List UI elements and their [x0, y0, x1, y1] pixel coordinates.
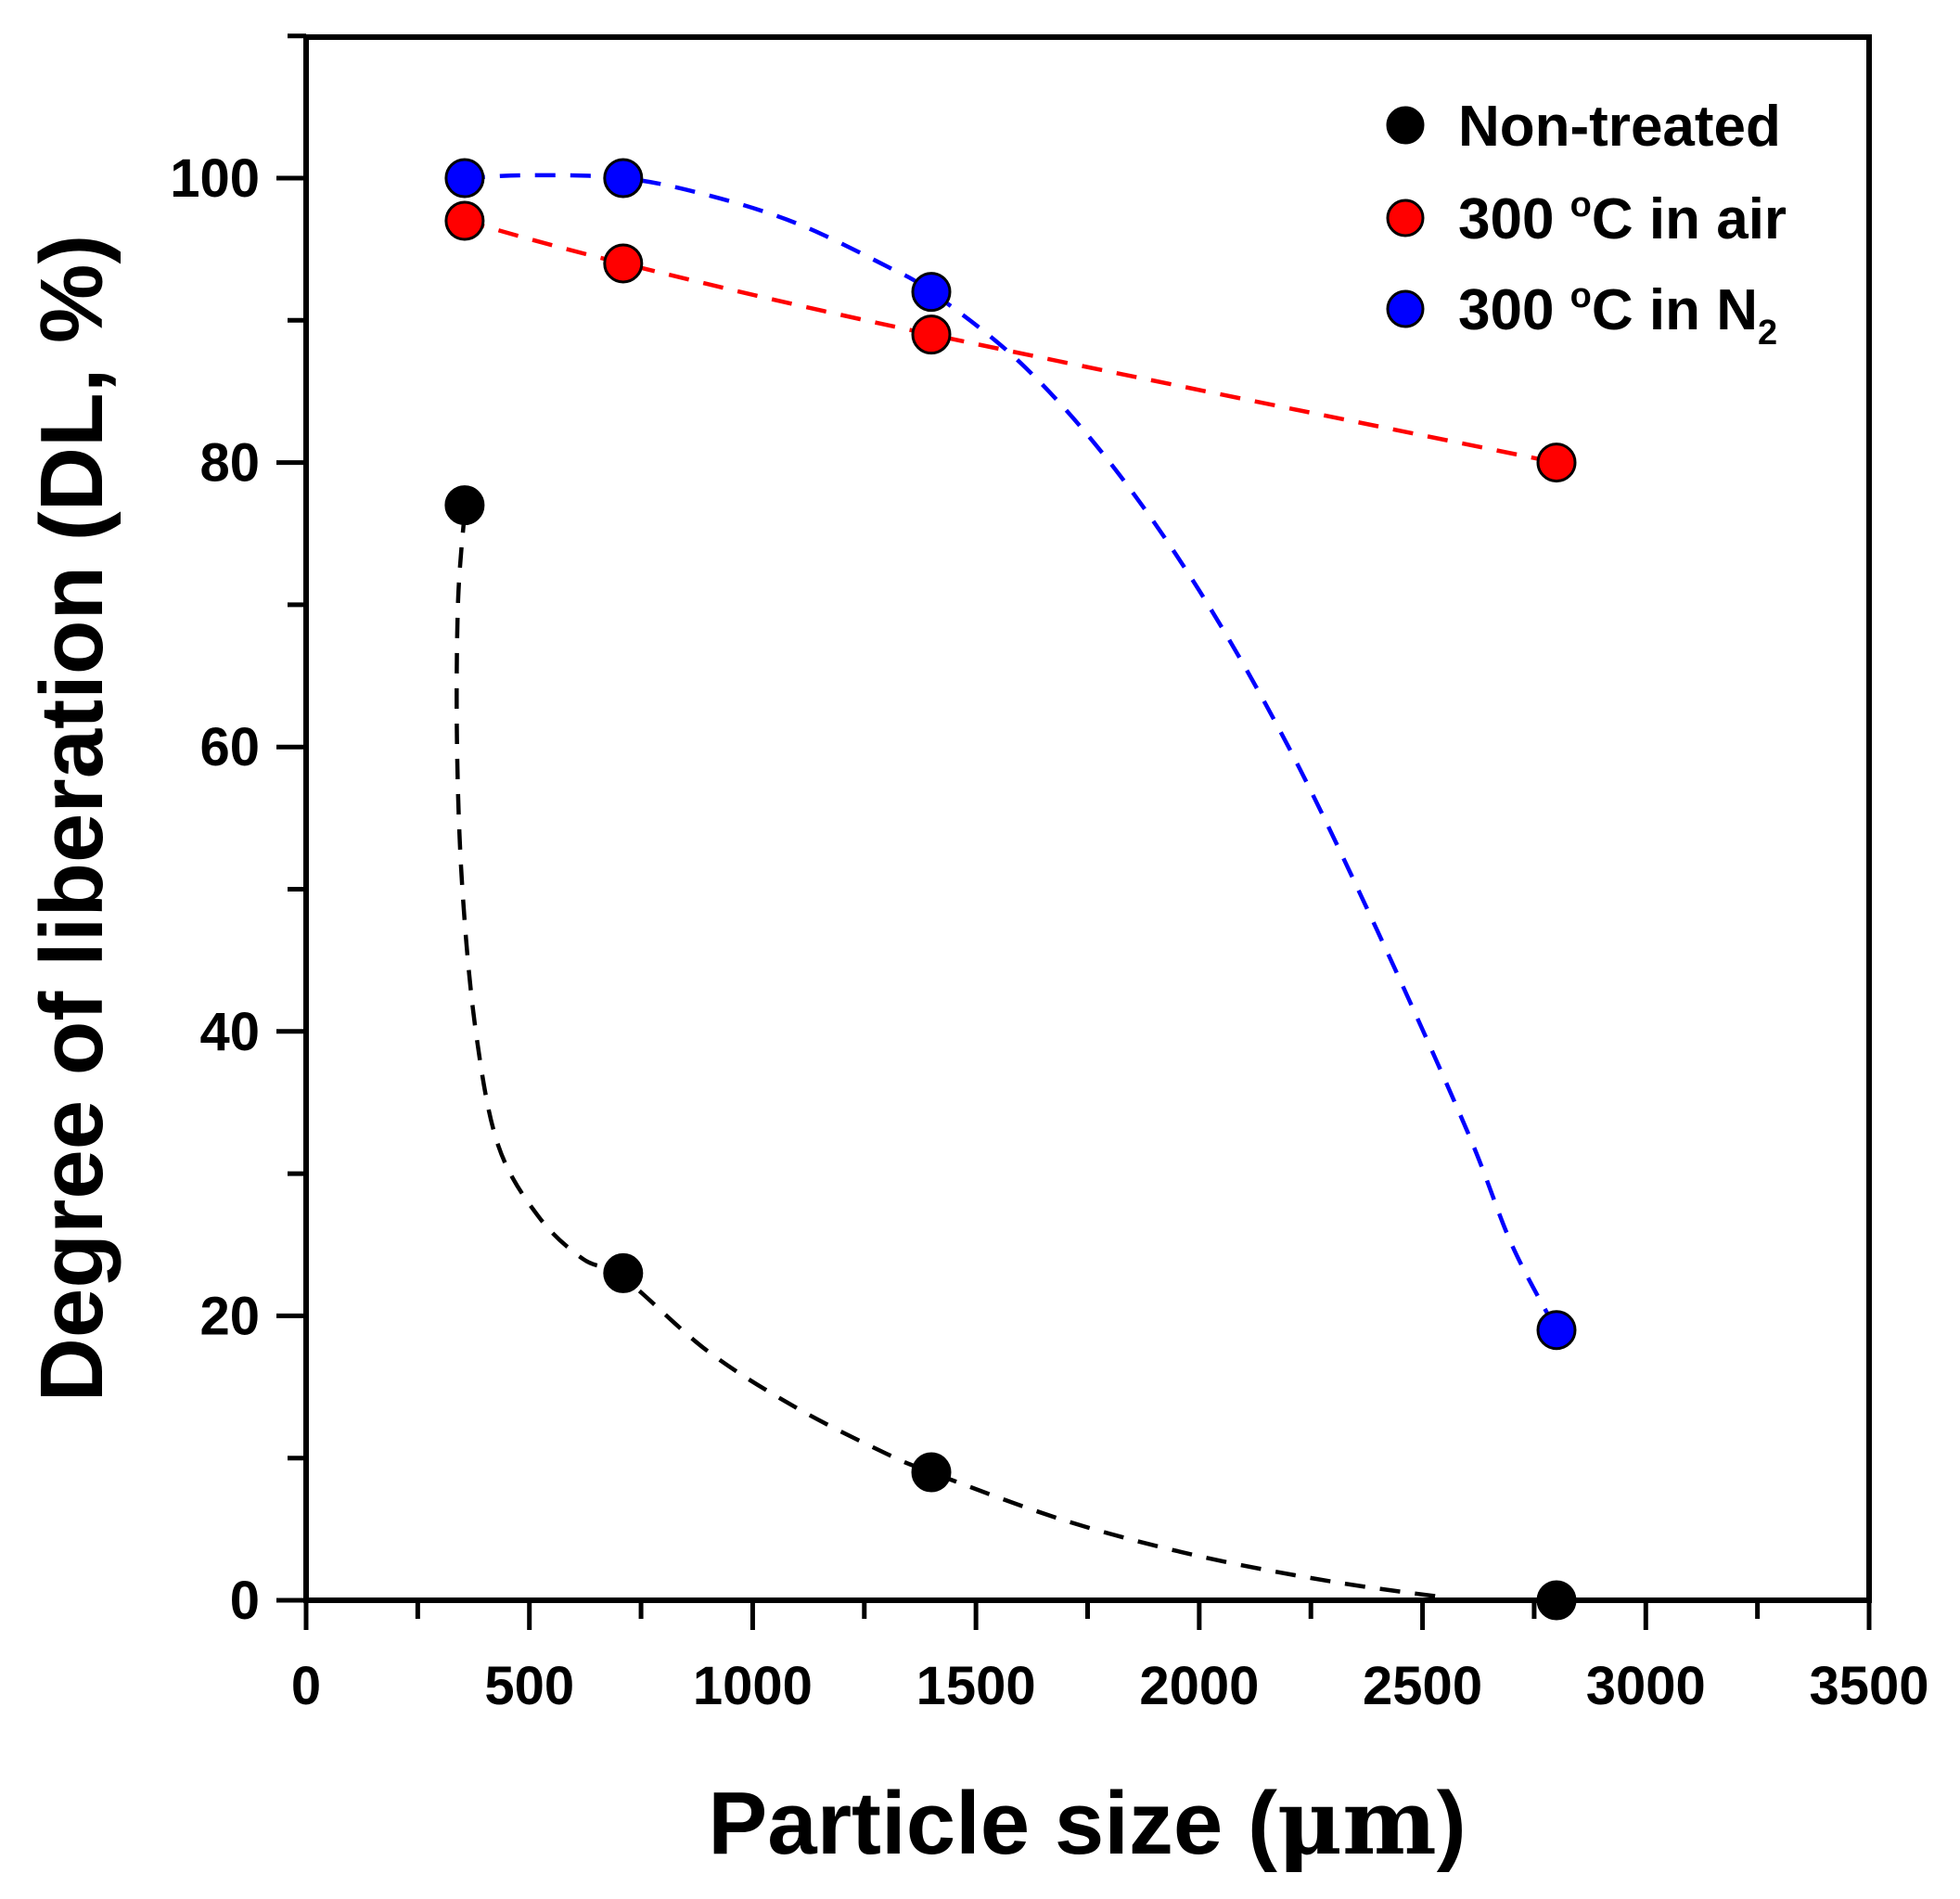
y-tick-label: 60: [199, 717, 260, 777]
data-point-series-0: [603, 1252, 644, 1293]
legend-marker-air: [1386, 199, 1425, 237]
fit-curve-series-2: [464, 173, 1558, 1331]
legend: Non-treated 300 oC in air 300 oC in N2: [1386, 95, 1787, 353]
data-point-series-2: [603, 158, 644, 199]
data-point-series-2: [1536, 1310, 1577, 1351]
fit-curve-series-0: [455, 512, 1445, 1600]
plot-frame: [303, 34, 1872, 1603]
legend-label-non-treated: Non-treated: [1458, 95, 1781, 159]
data-points: [444, 158, 1577, 1621]
y-tick-label: 80: [199, 433, 260, 494]
data-point-series-1: [911, 314, 952, 355]
y-tick-label: 0: [230, 1571, 260, 1631]
x-tick-label: 1000: [693, 1656, 813, 1716]
x-tick-label: 0: [291, 1656, 321, 1716]
data-point-series-1: [603, 243, 644, 284]
y-tick-label: 40: [199, 1002, 260, 1062]
data-point-series-0: [444, 485, 485, 526]
legend-marker-n2: [1386, 289, 1425, 328]
x-tick-label: 2000: [1139, 1656, 1259, 1716]
fit-curves: [455, 173, 1558, 1600]
x-axis-title: Particle size (μm): [708, 1770, 1466, 1875]
x-tick-label: 500: [484, 1656, 574, 1716]
data-point-series-1: [444, 200, 485, 241]
data-point-series-2: [911, 272, 952, 313]
data-point-series-2: [444, 158, 485, 199]
x-tick-label: 2500: [1363, 1656, 1482, 1716]
y-axis-title: Degree of liberation (DL, %): [22, 235, 122, 1403]
x-tick-label: 3500: [1809, 1656, 1928, 1716]
data-point-series-0: [1536, 1580, 1577, 1621]
legend-label-n2: 300 oC in N2: [1458, 276, 1777, 353]
legend-marker-non-treated: [1386, 106, 1425, 145]
y-tick-label: 100: [170, 148, 260, 209]
data-point-series-0: [911, 1452, 952, 1493]
axis-ticks: 0 500 1000 1500 2000 2500 3000 3500 0 20 40 60 80 100: [170, 33, 1929, 1716]
data-point-series-1: [1536, 443, 1577, 483]
legend-label-air: 300 oC in air: [1458, 186, 1787, 251]
y-tick-label: 20: [199, 1286, 260, 1346]
x-tick-label: 1500: [916, 1656, 1036, 1716]
x-tick-label: 3000: [1586, 1656, 1706, 1716]
